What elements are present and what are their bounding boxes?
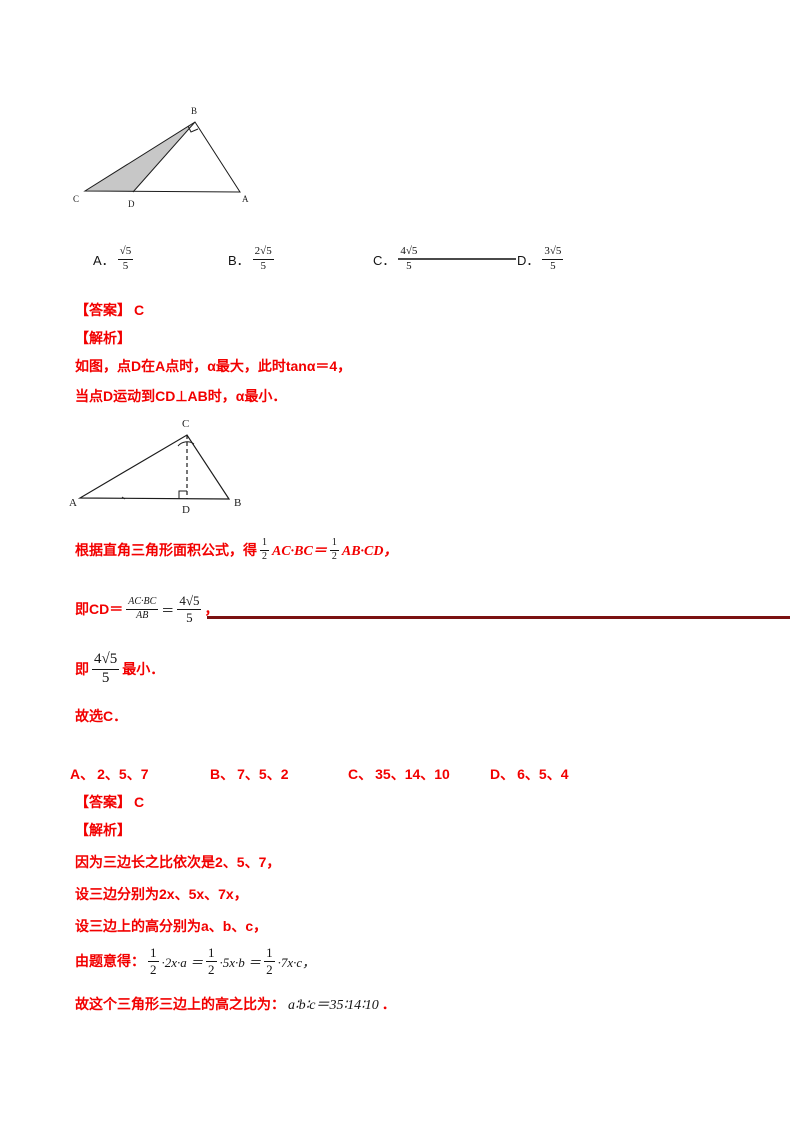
cd-fraction-symbolic: AC·BC AB — [126, 596, 159, 621]
q2-analysis-text-2: 设三边分别为2x、5x、7x， — [75, 886, 248, 902]
q2-option-b: B、 7、5、2 — [210, 764, 288, 784]
one-half-fraction: 1 2 — [264, 945, 275, 977]
q2-option-c-label: C、 — [348, 766, 373, 782]
q1-min-line: 即 4√5 5 最小． — [75, 651, 165, 687]
q1-cd-line: 即CD＝ AC·BC AB ＝ 4√5 5 ， — [75, 594, 218, 624]
q1-analysis-text-2: 当点D运动到CD⊥AB时，α最小． — [75, 388, 287, 404]
q1-answer-line: 【答案】 C — [75, 300, 144, 320]
q2-option-a-label: A、 — [70, 766, 95, 782]
triangle-abc-outline — [77, 434, 231, 500]
q2-option-a: A、 2、5、7 — [70, 764, 148, 784]
one-half-fraction: 1 2 — [206, 945, 217, 977]
q1-option-d-fraction: 3√5 5 — [542, 245, 564, 272]
q1-option-a-fraction: √5 5 — [117, 245, 134, 272]
equation-prefix: 由题意得： — [75, 953, 145, 970]
q2-answer-line: 【答案】 C — [75, 792, 144, 812]
q2-analysis-text-3: 设三边上的高分别为a、b、c， — [75, 918, 268, 934]
equation-term-1: ·2x·a ＝ — [161, 954, 204, 970]
vertex-label-b: B — [191, 106, 197, 116]
q2-option-c: C、 35、14、10 — [348, 764, 450, 784]
min-fraction: 4√5 5 — [92, 651, 120, 686]
q1-option-b-fraction: 2√5 5 — [252, 245, 274, 272]
q1-answer-tag: 【答案】 — [75, 302, 131, 318]
q1-answer-value: C — [134, 302, 145, 318]
q1-analysis-text-1: 如图，点D在A点时，α最大，此时tanα＝4， — [75, 358, 352, 374]
q1-option-b-label: B． — [228, 252, 250, 268]
angle-mark-c — [177, 441, 195, 447]
q2-option-c-value: 35、14、10 — [375, 766, 450, 782]
min-prefix: 即 — [75, 661, 89, 678]
q2-option-d-label: D、 — [490, 766, 515, 782]
area-formula-suffix: AB·CD， — [341, 544, 398, 559]
q1-option-d-label: D． — [517, 252, 540, 268]
figure-triangle-abc: A B C D — [69, 418, 241, 516]
q2-answer-value: C — [134, 794, 145, 810]
cd-fraction-value: 4√5 5 — [177, 593, 202, 625]
right-angle-mark-d — [178, 490, 187, 499]
q2-result-line: 故这个三角形三边上的高之比为： a∶b∶c＝35∶14∶10 ． — [75, 994, 396, 1014]
result-period: ． — [381, 996, 396, 1012]
vertex-label-c: C — [73, 194, 79, 204]
q1-option-a: A． √5 5 — [93, 245, 134, 272]
result-prefix: 故这个三角形三边上的高之比为： — [75, 996, 285, 1012]
q2-option-d-value: 6、5、4 — [517, 766, 569, 782]
vertex-label-b: B — [234, 497, 241, 509]
artifact-gray-rule — [398, 258, 516, 260]
cd-equals: ＝ — [161, 602, 175, 618]
right-angle-mark — [187, 125, 199, 133]
result-math: a∶b∶c＝35∶14∶10 — [288, 998, 379, 1013]
equation-term-3: ·7x·c， — [277, 954, 316, 970]
segment-bd — [132, 121, 196, 193]
q1-option-d: D． 3√5 5 — [517, 245, 564, 272]
q1-option-b: B． 2√5 5 — [228, 245, 274, 272]
area-formula-mid: AC·BC＝ — [272, 544, 327, 559]
q2-analysis-text-1: 因为三边长之比依次是2、5、7， — [75, 854, 281, 870]
q2-option-a-value: 2、5、7 — [97, 766, 149, 782]
artifact-dark-red-rule — [207, 616, 790, 619]
vertex-label-d: D — [182, 504, 190, 516]
figure-triangle-bcd: B C D A — [73, 106, 249, 209]
q2-answer-tag: 【答案】 — [75, 794, 131, 810]
cd-prefix: 即CD＝ — [75, 601, 124, 618]
one-half-fraction: 1 2 — [148, 945, 159, 977]
vertex-label-c: C — [182, 418, 189, 430]
vertex-label-d: D — [128, 199, 135, 209]
min-suffix: 最小． — [122, 661, 165, 678]
q2-analysis-tag: 【解析】 — [75, 822, 131, 838]
q1-option-a-label: A． — [93, 252, 115, 268]
q2-option-d: D、 6、5、4 — [490, 764, 568, 784]
triangle-outline — [83, 121, 241, 193]
vertex-label-a: A — [69, 497, 77, 509]
tick-on-ab — [121, 496, 126, 500]
q2-option-b-label: B、 — [210, 766, 235, 782]
q2-equation-line: 由题意得： 1 2 ·2x·a ＝ 1 2 ·5x·b ＝ 1 2 ·7x·c， — [75, 946, 315, 976]
q2-analysis-line: 【解析】 — [75, 820, 131, 840]
q1-option-c-label: C． — [373, 252, 396, 268]
q2-option-b-value: 7、5、2 — [237, 766, 289, 782]
equation-term-2: ·5x·b ＝ — [219, 954, 262, 970]
q1-conclusion: 故选C． — [75, 708, 128, 724]
one-half-fraction: 1 2 — [260, 537, 269, 562]
vertex-label-a: A — [242, 194, 249, 204]
cd-comma: ， — [204, 601, 219, 618]
q1-analysis-line: 【解析】 — [75, 328, 131, 348]
area-formula-prefix: 根据直角三角形面积公式，得 — [75, 542, 257, 558]
one-half-fraction: 1 2 — [329, 537, 339, 562]
q1-analysis-tag: 【解析】 — [75, 330, 131, 346]
q1-area-formula-line: 根据直角三角形面积公式，得 1 2 AC·BC＝ 1 2 AB·CD， — [75, 537, 398, 562]
